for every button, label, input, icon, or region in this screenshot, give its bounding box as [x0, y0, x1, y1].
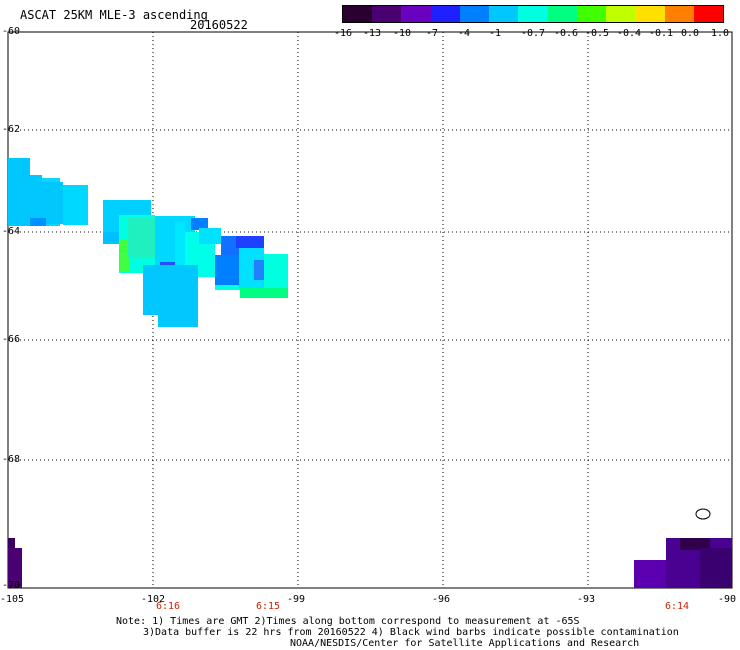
scale-label: -0.7: [520, 28, 546, 39]
color-scale-bar: [342, 5, 724, 23]
scale-label: -0.5: [584, 28, 610, 39]
time-label: 6:15: [255, 601, 281, 612]
lon-label: -96: [432, 594, 451, 605]
scale-label: -1: [488, 28, 502, 39]
plot-frame: [7, 31, 733, 589]
credit-line: NOAA/NESDIS/Center for Satellite Applica…: [290, 638, 640, 649]
color-scale-segment: [693, 6, 724, 22]
scale-label: -0.1: [648, 28, 674, 39]
lon-label: -93: [577, 594, 596, 605]
lon-label: -105: [0, 594, 25, 605]
lat-label: -64: [2, 226, 21, 237]
color-scale-segment: [635, 6, 665, 22]
lon-label: -102: [141, 594, 166, 605]
time-label: 6:16: [155, 601, 181, 612]
data-swath-bottom-left: [8, 538, 22, 588]
data-swath-bottom-right: [634, 538, 732, 588]
lat-label: -68: [2, 454, 21, 465]
scale-label: 1.0: [710, 28, 730, 39]
color-scale-segment: [372, 6, 402, 22]
scale-label: -16: [333, 28, 353, 39]
color-scale-segment: [401, 6, 431, 22]
island-outline: [695, 508, 711, 520]
scale-label: -4: [457, 28, 471, 39]
lon-grid: [152, 32, 589, 588]
color-scale-segment: [576, 6, 607, 22]
lon-label: -99: [287, 594, 306, 605]
lat-label: -60: [2, 26, 21, 37]
color-scale-segment: [518, 6, 548, 22]
color-scale-segment: [547, 6, 577, 22]
scale-label: -7: [425, 28, 439, 39]
color-scale-segment: [606, 6, 636, 22]
color-scale-segment: [664, 6, 694, 22]
time-label: 6:14: [664, 601, 690, 612]
lat-label: -66: [2, 334, 21, 345]
color-scale-segment: [489, 6, 519, 22]
scale-label: -10: [392, 28, 412, 39]
lat-label: -62: [2, 124, 21, 135]
scale-label: -0.6: [553, 28, 579, 39]
scale-label: -0.4: [616, 28, 642, 39]
note-line-1: Note: 1) Times are GMT 2)Times along bot…: [116, 616, 580, 627]
scale-label: 0.0: [680, 28, 700, 39]
color-scale-segment: [459, 6, 490, 22]
color-scale-segment: [430, 6, 460, 22]
lat-grid: [8, 129, 732, 461]
note-line-2: 3)Data buffer is 22 hrs from 20160522 4)…: [143, 627, 679, 638]
color-scale-segment: [343, 6, 373, 22]
data-swath-main: [8, 158, 288, 327]
lat-label: -70: [2, 580, 21, 591]
scale-label: -13: [362, 28, 382, 39]
lon-label: -90: [718, 594, 737, 605]
chart-title: ASCAT 25KM MLE-3 ascending: [20, 8, 208, 22]
chart-date: 20160522: [190, 18, 248, 32]
